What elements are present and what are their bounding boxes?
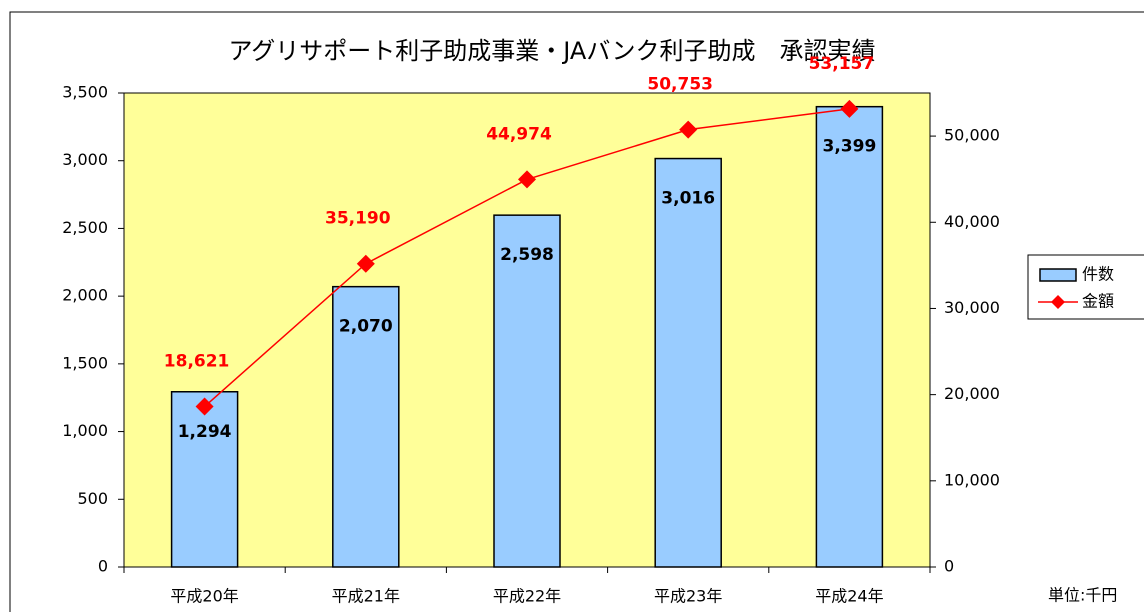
y2-tick-label: 40,000 bbox=[944, 212, 1000, 231]
chart-title: アグリサポート利子助成事業・JAバンク利子助成 承認実績 bbox=[228, 37, 875, 65]
bar bbox=[815, 105, 884, 568]
x-tick-label: 平成21年 bbox=[332, 587, 400, 606]
bar-value-label: 1,294 bbox=[178, 422, 232, 442]
y2-tick-label: 0 bbox=[944, 557, 954, 576]
line-marker bbox=[840, 99, 859, 118]
bar-value-label: 2,598 bbox=[500, 245, 554, 265]
legend-label: 金額 bbox=[1082, 292, 1114, 311]
y2-tick-label: 20,000 bbox=[944, 384, 1000, 403]
line-marker bbox=[679, 120, 698, 139]
y-tick-label: 3,500 bbox=[62, 83, 108, 102]
line-marker bbox=[356, 254, 375, 273]
bar-value-label: 3,016 bbox=[661, 189, 715, 209]
y2-tick-label: 50,000 bbox=[944, 126, 1000, 145]
y-tick-label: 1,000 bbox=[62, 421, 108, 440]
line-value-label: 35,190 bbox=[325, 209, 391, 229]
line-value-label: 18,621 bbox=[164, 352, 230, 372]
y2-tick-label: 10,000 bbox=[944, 470, 1000, 489]
bar-value-label: 2,070 bbox=[339, 317, 393, 337]
x-tick-label: 平成20年 bbox=[170, 587, 238, 606]
legend-label: 件数 bbox=[1082, 265, 1114, 284]
y-tick-label: 2,000 bbox=[62, 286, 108, 305]
line-marker bbox=[518, 170, 536, 189]
bar-value-label: 3,399 bbox=[823, 137, 877, 157]
bar bbox=[170, 391, 239, 568]
legend-swatch bbox=[1051, 295, 1065, 309]
line-value-label: 50,753 bbox=[647, 75, 713, 95]
x-tick-label: 平成22年 bbox=[493, 587, 561, 606]
y-tick-label: 1,500 bbox=[62, 353, 108, 372]
x-tick-label: 平成24年 bbox=[815, 587, 883, 606]
bar bbox=[493, 214, 561, 568]
line-value-label: 53,157 bbox=[809, 54, 875, 74]
y-tick-label: 500 bbox=[77, 489, 108, 508]
y2-tick-label: 30,000 bbox=[944, 298, 1000, 317]
unit-note: 単位:千円 bbox=[1048, 586, 1117, 605]
legend-box bbox=[1027, 254, 1144, 320]
bar bbox=[332, 285, 400, 568]
line-marker bbox=[195, 397, 214, 416]
y-tick-label: 3,000 bbox=[62, 150, 108, 169]
x-tick-label: 平成23年 bbox=[654, 587, 722, 606]
y-tick-label: 0 bbox=[98, 557, 108, 576]
bar bbox=[654, 157, 722, 568]
legend-swatch bbox=[1039, 268, 1077, 282]
line-value-label: 44,974 bbox=[486, 124, 552, 144]
y-tick-label: 2,500 bbox=[62, 218, 108, 237]
